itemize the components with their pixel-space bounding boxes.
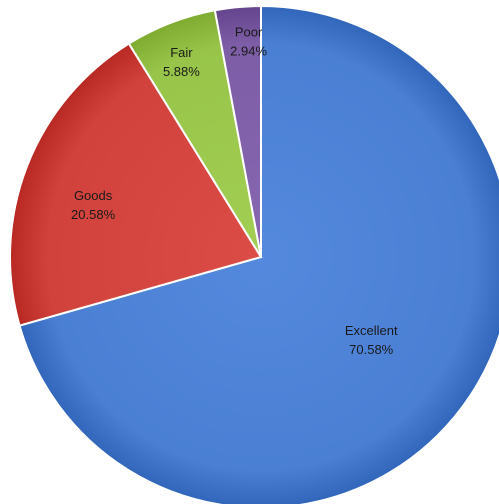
- slice-percent-value: 70.58%: [349, 342, 394, 357]
- slice-category-name: Excellent: [345, 323, 398, 338]
- slice-label-poor: Poor 2.94%: [230, 25, 267, 59]
- pie-slice-poor: [213, 4, 262, 258]
- slice-percent-value: 2.94%: [230, 44, 267, 59]
- slice-percent-value: 20.58%: [71, 207, 116, 222]
- pie-slice-excellent: [18, 4, 499, 504]
- pie-slice-goods: [9, 42, 263, 327]
- slice-label-fair: Fair 5.88%: [163, 45, 200, 79]
- slice-category-name: Goods: [74, 188, 113, 203]
- slice-label-excellent: Excellent 70.58%: [345, 323, 398, 357]
- slice-percent-value: 5.88%: [163, 64, 200, 79]
- pie-slices: [9, 4, 499, 504]
- slice-category-name: Poor: [235, 25, 263, 40]
- pie-labels: Excellent 70.58% Goods 20.58% Fair 5.88% Poor 2…: [71, 25, 398, 358]
- slice-category-name: Fair: [170, 45, 193, 60]
- slice-label-goods: Goods 20.58%: [71, 188, 116, 222]
